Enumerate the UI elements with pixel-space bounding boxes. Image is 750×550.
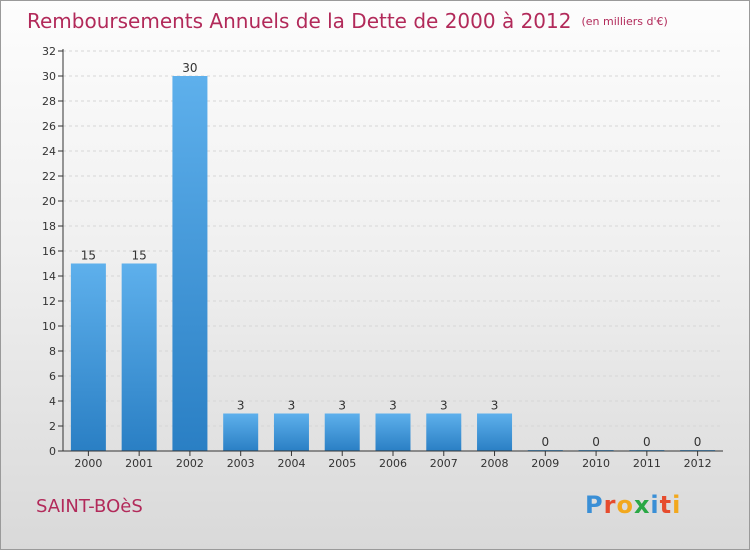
chart-title: Remboursements Annuels de la Dette de 20… [27,9,668,33]
y-tick-label: 14 [42,270,56,283]
y-tick-label: 12 [42,295,56,308]
x-tick-label: 2007 [430,457,458,470]
axes [58,49,723,456]
x-tick-label: 2001 [125,457,153,470]
data-label: 0 [643,435,651,449]
bar [273,413,309,451]
data-label: 3 [338,399,346,413]
y-tick-label: 4 [49,395,56,408]
x-tick-label: 2010 [582,457,610,470]
x-tick-label: 2008 [481,457,509,470]
y-tick-label: 6 [49,370,56,383]
data-label: 30 [182,61,197,75]
bar [121,263,157,451]
y-tick-label: 22 [42,170,56,183]
data-label: 3 [491,399,499,413]
logo-letter: i [650,491,660,519]
y-tick-label: 0 [49,445,56,458]
x-tick-label: 2002 [176,457,204,470]
y-tick-label: 28 [42,95,56,108]
chart-title-text: Remboursements Annuels de la Dette de 20… [27,9,572,33]
data-label: 3 [288,399,296,413]
bar [223,413,259,451]
grid-lines [63,50,723,452]
chart-unit: (en milliers d'€) [581,15,668,28]
x-tick-label: 2005 [328,457,356,470]
x-tick-label: 2000 [74,457,102,470]
y-tick-label: 8 [49,345,56,358]
x-tick-label: 2003 [227,457,255,470]
bars [70,76,716,451]
x-tick-label: 2006 [379,457,407,470]
bar [375,413,411,451]
y-tick-label: 16 [42,245,56,258]
data-label: 3 [440,399,448,413]
y-tick-label: 18 [42,220,56,233]
data-label: 15 [81,249,96,263]
x-tick-label: 2004 [277,457,305,470]
y-tick-label: 24 [42,145,56,158]
x-tick-label: 2012 [684,457,712,470]
y-tick-label: 20 [42,195,56,208]
bar [426,413,462,451]
logo-letter: o [616,491,634,519]
logo-letter: i [672,491,682,519]
logo-letter: P [585,491,604,519]
data-label: 0 [592,435,600,449]
data-label: 3 [389,399,397,413]
logo-letter: r [603,491,617,519]
bar [324,413,360,451]
data-label: 0 [694,435,702,449]
bar [172,76,208,451]
data-label: 0 [541,435,549,449]
proxiti-logo: Proxiti [585,491,681,519]
bar [70,263,106,451]
y-tick-label: 10 [42,320,56,333]
logo-letter: x [633,491,651,519]
bar [477,413,513,451]
logo-letter: t [659,491,673,519]
y-tick-label: 26 [42,120,56,133]
labels: 0246810121416182022242628303220001520011… [42,45,712,470]
y-tick-label: 32 [42,45,56,58]
x-tick-label: 2011 [633,457,661,470]
y-tick-label: 2 [49,420,56,433]
y-tick-label: 30 [42,70,56,83]
x-tick-label: 2009 [531,457,559,470]
commune-name: SAINT-BOèS [36,496,143,517]
data-label: 15 [132,249,147,263]
data-label: 3 [237,399,245,413]
